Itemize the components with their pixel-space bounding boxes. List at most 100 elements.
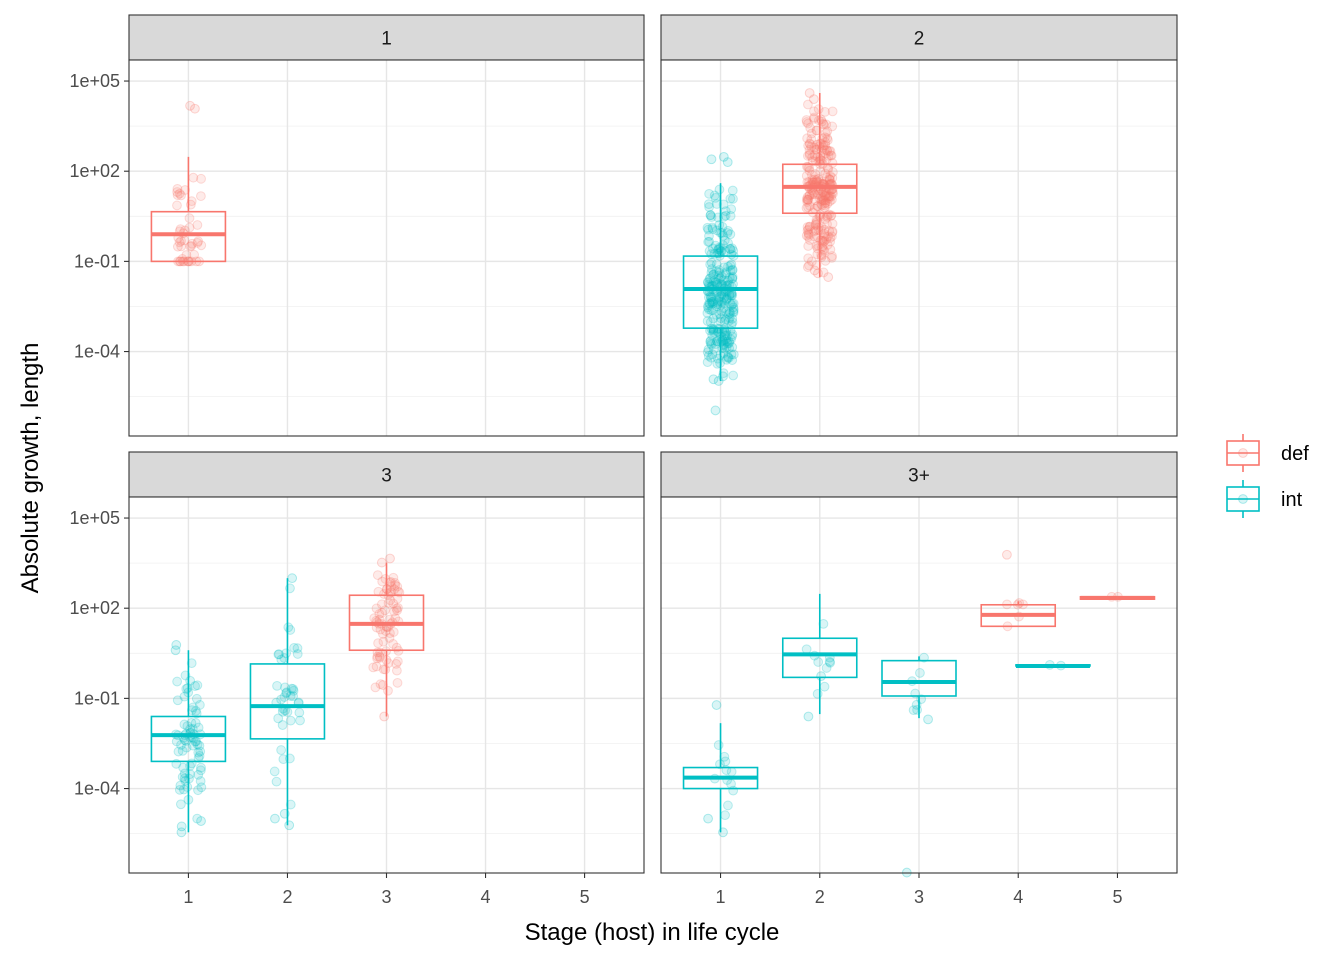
data-point	[707, 330, 718, 341]
data-point	[802, 225, 813, 236]
data-point	[827, 251, 837, 261]
data-point	[721, 342, 732, 353]
data-point	[383, 598, 394, 608]
legend-item-int: int	[1220, 476, 1303, 522]
data-point	[712, 358, 723, 369]
data-point	[385, 577, 395, 588]
data-point	[721, 294, 732, 304]
data-point	[816, 114, 826, 125]
data-point	[820, 168, 831, 179]
data-point	[717, 297, 727, 308]
y-tick-label: 1e-04	[74, 342, 120, 362]
data-point	[716, 227, 727, 238]
data-point	[725, 260, 736, 271]
data-point	[372, 651, 383, 662]
data-point	[809, 174, 820, 185]
data-point	[816, 191, 827, 202]
data-point	[706, 292, 717, 303]
data-point	[193, 785, 203, 796]
y-tick-label: 1e+02	[69, 161, 120, 181]
data-point	[803, 231, 814, 242]
legend-key-point	[1238, 448, 1248, 458]
data-point	[802, 222, 813, 232]
data-point	[706, 212, 717, 222]
data-point	[173, 746, 184, 757]
data-point	[714, 242, 724, 253]
data-point	[195, 765, 206, 776]
data-point	[806, 256, 817, 267]
data-point	[283, 622, 294, 633]
data-point	[705, 259, 716, 270]
data-point	[174, 237, 185, 248]
data-point	[827, 158, 838, 168]
data-point	[705, 298, 715, 309]
data-point	[722, 228, 733, 238]
data-point	[822, 162, 833, 173]
data-point	[721, 293, 732, 304]
data-point	[285, 799, 296, 810]
data-point	[825, 196, 835, 207]
data-point	[371, 603, 382, 614]
data-point	[176, 821, 187, 832]
data-point	[809, 189, 820, 200]
data-point	[281, 648, 291, 659]
data-point	[810, 169, 821, 179]
boxplot-int-stage-2	[781, 593, 858, 722]
data-point	[825, 657, 836, 668]
data-point	[809, 106, 819, 117]
data-point	[372, 653, 383, 664]
data-point	[176, 241, 187, 252]
data-point	[804, 221, 815, 232]
data-point	[713, 270, 724, 281]
facet-panel: 3+ 1 2 3 4 5	[660, 451, 1178, 907]
boxplot-int-stage-3	[881, 652, 957, 878]
data-point	[824, 193, 834, 204]
boxplot-def-stage-5	[1079, 591, 1156, 602]
data-point	[281, 687, 292, 698]
data-point	[803, 118, 813, 129]
data-point	[703, 237, 714, 247]
data-point	[371, 661, 382, 672]
data-point	[811, 144, 822, 155]
data-point	[194, 750, 205, 761]
panel-border	[128, 59, 645, 437]
data-point	[178, 762, 189, 773]
x-tick-label: 3	[914, 887, 924, 907]
data-point	[824, 173, 835, 184]
data-point	[714, 220, 725, 230]
y-tick-label: 1e+02	[69, 598, 120, 618]
data-point	[718, 151, 729, 162]
facet-strip-label: 2	[914, 29, 925, 50]
data-point	[193, 753, 204, 763]
data-point	[915, 668, 925, 678]
data-point	[271, 776, 282, 787]
facet-strip-label: 1	[381, 29, 392, 50]
data-point	[276, 694, 287, 705]
data-point	[284, 820, 295, 831]
data-point	[711, 259, 722, 269]
data-point	[385, 628, 395, 638]
data-point	[824, 656, 835, 667]
data-point	[728, 349, 739, 360]
data-point	[180, 775, 191, 786]
data-point	[809, 231, 819, 242]
data-point	[704, 298, 715, 309]
data-point	[277, 720, 288, 730]
data-point	[705, 273, 716, 284]
data-point	[820, 198, 830, 209]
data-point	[820, 140, 831, 151]
facet-panel: 3 1e-04 1e-01 1e+02 1e+05 1 2 3 4 5	[69, 451, 645, 907]
data-point	[804, 222, 815, 232]
facet-strip	[128, 14, 645, 61]
boxplot-int-stage-1	[682, 700, 759, 838]
data-point	[803, 241, 814, 251]
data-point	[720, 314, 731, 325]
data-point	[805, 123, 816, 133]
data-point	[703, 199, 714, 210]
data-point	[712, 301, 722, 312]
data-point	[705, 210, 716, 221]
data-point	[824, 174, 835, 185]
data-point	[723, 352, 733, 363]
data-point	[714, 324, 725, 334]
data-point	[707, 294, 717, 305]
